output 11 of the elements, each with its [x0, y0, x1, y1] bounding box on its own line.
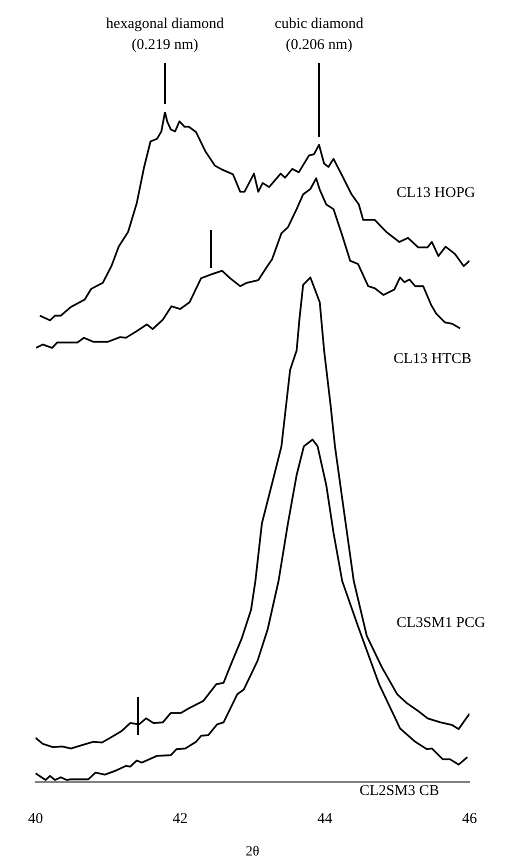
annotation: cubic diamond (0.206 nm) [274, 16, 364, 53]
x-tick-label: 46 [462, 810, 478, 827]
x-tick-label: 40 [28, 810, 43, 827]
series-label: CL13 HTCB [394, 350, 472, 367]
annotation: hexagonal diamond (0.219 nm) [106, 16, 224, 53]
series-label: CL3SM1 PCG [396, 614, 486, 631]
x-tick-label: 42 [172, 810, 188, 827]
x-axis-title: 2θ [246, 844, 260, 858]
series-label: CL13 HOPG [396, 184, 476, 201]
series-label: CL2SM3 CB [360, 782, 440, 799]
x-tick-label: 44 [317, 810, 333, 827]
